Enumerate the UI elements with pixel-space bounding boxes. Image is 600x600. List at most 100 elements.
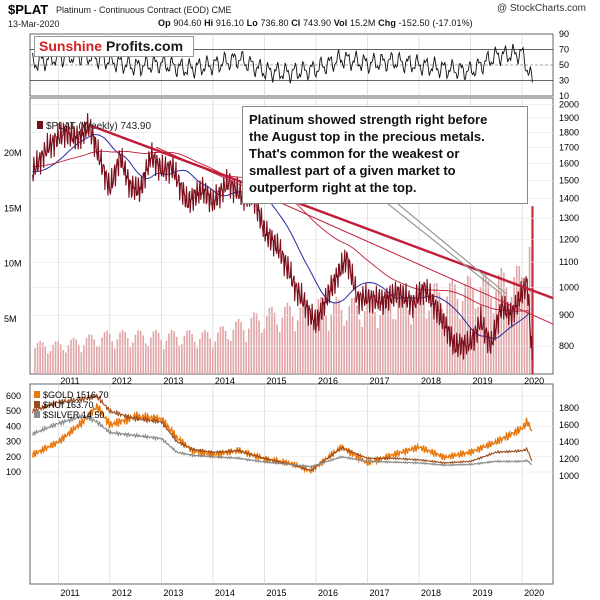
brand-part2: Profits.com (106, 38, 184, 54)
volume-bar (242, 330, 245, 374)
right-tick-label: 1200 (559, 454, 579, 464)
volume-bar (428, 310, 430, 374)
volume-label: Vol (333, 18, 348, 28)
callout-line: smallest part of a given market to (249, 163, 456, 178)
volume-bar (464, 284, 467, 374)
volume-bar (389, 303, 392, 374)
left-tick-label: 200 (6, 452, 21, 462)
volume-bar (387, 294, 389, 374)
volume-bar (258, 320, 260, 374)
callout-line: the August top in the precious metals. (249, 129, 485, 144)
volume-bar (366, 300, 369, 374)
volume-bar (441, 308, 443, 374)
x-tick-label: 2018 (421, 588, 441, 598)
volume-bar (124, 331, 126, 374)
volume-bar (430, 293, 433, 374)
volume-bar (77, 344, 80, 374)
volume-bar (513, 277, 515, 374)
volume-bar (41, 342, 44, 374)
volume-bar (222, 326, 224, 374)
volume-bar (173, 331, 175, 374)
x-tick-label: 2014 (215, 376, 235, 386)
volume-bar (322, 303, 325, 374)
volume-bar (186, 330, 188, 374)
volume-bar (394, 319, 397, 374)
volume-bar (276, 324, 278, 374)
x-tick-label: 2012 (112, 588, 132, 598)
volume-bar (181, 344, 183, 374)
volume-bar (345, 320, 348, 374)
right-tick-label: 1600 (559, 420, 579, 430)
volume-bar (214, 341, 217, 374)
low-value: 736.80 (260, 18, 289, 28)
volume-bar (273, 312, 276, 374)
rsi-tick-label: 10 (559, 91, 569, 101)
left-tick-label: 300 (6, 437, 21, 447)
volume-bar (474, 308, 477, 374)
price-legend: $PLAT (Weekly) 743.90 (46, 121, 151, 132)
volume-bar (103, 332, 106, 374)
volume-bar (191, 334, 193, 374)
volume-bar (443, 315, 446, 374)
volume-bar (392, 319, 394, 374)
volume-bar (132, 342, 134, 374)
volume-bar (75, 339, 77, 374)
volume-bar (415, 291, 418, 374)
volume-bar (521, 277, 523, 374)
volume-bar (405, 295, 407, 374)
price-tick-label: 1700 (559, 142, 579, 152)
volume-bar (487, 280, 490, 374)
volume-bar (278, 332, 281, 374)
volume-bar (296, 320, 299, 374)
volume-bar (170, 329, 173, 374)
callout-line: Platinum showed strength right before (249, 112, 488, 127)
volume-bar (299, 307, 302, 374)
price-tick-label: 1800 (559, 127, 579, 137)
volume-bar (363, 311, 366, 374)
trend-line (156, 146, 554, 325)
volume-bar (188, 330, 191, 374)
volume-bar (410, 324, 412, 374)
volume-bar (503, 272, 505, 374)
volume-bar (36, 343, 39, 374)
price-tick-label: 900 (559, 310, 574, 320)
volume-bar (155, 329, 157, 374)
price-tick-label: 1200 (559, 234, 579, 244)
volume-bar (381, 300, 384, 374)
volume-bar (397, 302, 400, 374)
panel-frame-bottom (29, 383, 554, 585)
rsi-tick-label: 70 (559, 45, 569, 55)
volume-bar (374, 311, 376, 374)
volume-bar (52, 344, 54, 374)
price-legend-swatch (37, 121, 43, 129)
volume-bar (54, 341, 57, 374)
volume-bar (160, 339, 162, 374)
metals-legend-swatch (34, 391, 40, 398)
volume-bar (461, 300, 464, 374)
volume-bar (433, 283, 436, 374)
volume-bar (320, 296, 322, 374)
volume-bar (44, 346, 47, 374)
volume-bar (477, 306, 479, 374)
x-tick-label: 2017 (370, 376, 390, 386)
volume-bar (70, 339, 72, 374)
volume-bar (327, 330, 330, 374)
volume-bar (206, 332, 209, 374)
moving-average-50 (32, 134, 530, 339)
volume-bar (217, 332, 219, 374)
volume-bar (304, 300, 307, 374)
open-value: 904.60 (173, 18, 202, 28)
x-tick-label: 2011 (60, 588, 79, 598)
series-line-hui (32, 393, 533, 472)
x-tick-label: 2013 (163, 588, 183, 598)
open-label: Op (158, 18, 171, 28)
panel-frame-price (29, 97, 554, 375)
volume-bar (232, 329, 235, 374)
x-tick-label: 2013 (163, 376, 183, 386)
volume-bar (39, 340, 41, 374)
volume-bar (247, 328, 250, 374)
volume-bar (312, 324, 314, 374)
volume-bar (314, 308, 317, 374)
